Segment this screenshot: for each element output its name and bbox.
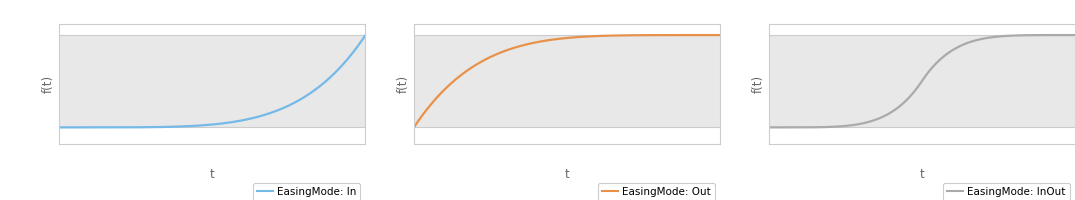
Text: t: t: [210, 168, 215, 180]
Text: t: t: [564, 168, 570, 180]
Bar: [414, 35, 720, 127]
Legend: EasingMode: In: EasingMode: In: [253, 183, 360, 200]
Y-axis label: f(t): f(t): [42, 75, 55, 93]
Y-axis label: f(t): f(t): [397, 75, 410, 93]
Bar: [59, 35, 366, 127]
Text: t: t: [919, 168, 924, 180]
Y-axis label: f(t): f(t): [751, 75, 764, 93]
Legend: EasingMode: InOut: EasingMode: InOut: [943, 183, 1070, 200]
Legend: EasingMode: Out: EasingMode: Out: [598, 183, 715, 200]
Bar: [769, 35, 1075, 127]
